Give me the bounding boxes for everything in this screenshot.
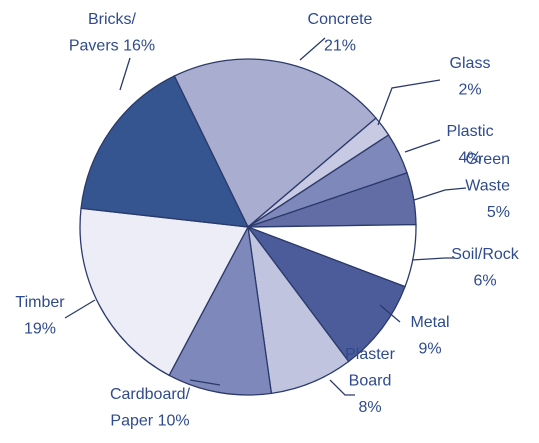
- slice-label: Metal 9%: [410, 314, 449, 358]
- value-label: 10%: [158, 413, 190, 430]
- leader-line: [189, 379, 221, 386]
- label-line: Bricks/: [88, 11, 137, 28]
- slice-label: Green Waste 5%: [465, 151, 510, 221]
- label-line: Glass: [450, 55, 491, 72]
- label-line: Pavers: [69, 38, 119, 55]
- slice-label: Bricks/Pavers 16%: [69, 11, 155, 55]
- value-label: 16%: [123, 38, 155, 55]
- label-line: Soil/Rock: [451, 246, 520, 263]
- leader-line: [119, 57, 131, 91]
- slice-label: Concrete 21%: [308, 11, 373, 55]
- leader-line: [379, 304, 401, 323]
- slice-label: Soil/Rock 6%: [451, 246, 520, 290]
- slice-label: Plaster Board 8%: [345, 346, 395, 416]
- leader-line: [404, 139, 441, 153]
- value-label: 8%: [358, 399, 381, 416]
- label-line: Cardboard/: [110, 386, 191, 403]
- value-label: 2%: [458, 82, 481, 99]
- pie-slice: [246, 225, 406, 363]
- label-line: Plaster: [345, 346, 395, 363]
- value-label: 5%: [487, 204, 510, 221]
- label-line: Timber: [15, 294, 65, 311]
- label-line: Plastic: [446, 123, 493, 140]
- leader-line: [64, 299, 96, 319]
- pie-slice: [79, 207, 250, 377]
- slice-label: Glass 2%: [450, 55, 491, 99]
- pie-slice: [173, 58, 377, 229]
- leader-line: [329, 379, 355, 396]
- leader-line: [377, 79, 441, 126]
- label-line: Green: [466, 151, 510, 168]
- leader-line: [413, 187, 467, 201]
- slice-label: Timber 19%: [15, 294, 65, 338]
- value-label: 6%: [473, 273, 496, 290]
- label-line: Concrete: [308, 11, 373, 28]
- leader-line: [299, 37, 326, 61]
- label-line: Metal: [410, 314, 449, 331]
- slice-label: Plastic 4%: [446, 123, 493, 167]
- label-line: Paper: [110, 413, 153, 430]
- leader-line: [411, 257, 455, 261]
- value-label: 19%: [24, 321, 56, 338]
- value-label: 21%: [324, 38, 356, 55]
- value-label: 9%: [418, 341, 441, 358]
- label-line: Waste: [465, 178, 510, 195]
- slice-label: Cardboard/Paper 10%: [110, 386, 191, 430]
- label-line: Board: [349, 373, 392, 390]
- value-label: 4%: [458, 150, 481, 167]
- pie-slice: [168, 224, 273, 396]
- pie-slice: [80, 75, 250, 228]
